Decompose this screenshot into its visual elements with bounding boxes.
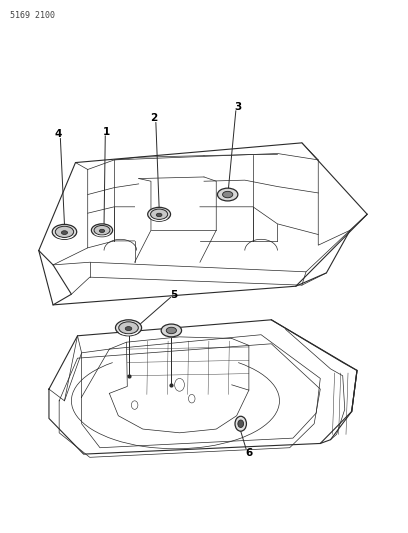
Ellipse shape <box>223 191 233 198</box>
Text: 4: 4 <box>55 130 62 139</box>
Ellipse shape <box>151 209 168 220</box>
Circle shape <box>235 416 246 431</box>
Ellipse shape <box>94 225 110 235</box>
Ellipse shape <box>91 224 113 237</box>
Text: 2: 2 <box>151 114 158 123</box>
Ellipse shape <box>61 231 68 235</box>
Ellipse shape <box>115 320 142 336</box>
Ellipse shape <box>100 229 104 232</box>
Ellipse shape <box>55 227 74 238</box>
Ellipse shape <box>166 327 176 334</box>
Ellipse shape <box>156 213 162 217</box>
Circle shape <box>131 401 138 409</box>
Text: 6: 6 <box>245 448 253 458</box>
Ellipse shape <box>161 324 182 337</box>
Circle shape <box>238 420 244 427</box>
Ellipse shape <box>148 207 171 221</box>
Text: 3: 3 <box>234 102 242 111</box>
Ellipse shape <box>52 224 77 239</box>
Text: 5169 2100: 5169 2100 <box>10 12 55 20</box>
Text: 1: 1 <box>103 127 111 136</box>
Ellipse shape <box>125 327 132 330</box>
Circle shape <box>188 394 195 403</box>
Ellipse shape <box>217 188 238 201</box>
Ellipse shape <box>119 322 138 334</box>
Text: 5: 5 <box>170 290 177 300</box>
